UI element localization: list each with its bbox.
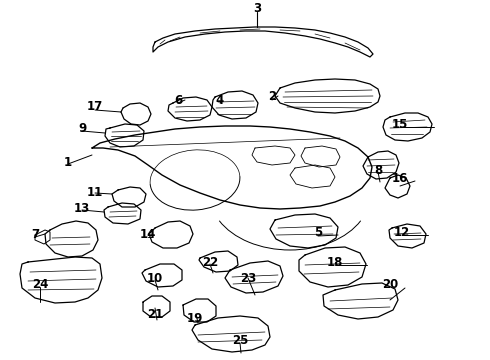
- Text: 23: 23: [240, 271, 256, 284]
- Text: 5: 5: [314, 226, 322, 239]
- Text: 1: 1: [64, 156, 72, 168]
- Text: 24: 24: [32, 279, 48, 292]
- Text: 7: 7: [31, 229, 39, 242]
- Text: 4: 4: [216, 94, 224, 107]
- Text: 25: 25: [232, 333, 248, 346]
- Text: 13: 13: [74, 202, 90, 215]
- Text: 17: 17: [87, 100, 103, 113]
- Text: 12: 12: [394, 226, 410, 239]
- Text: 22: 22: [202, 256, 218, 269]
- Text: 11: 11: [87, 185, 103, 198]
- Text: 10: 10: [147, 271, 163, 284]
- Text: 6: 6: [174, 94, 182, 107]
- Text: 3: 3: [253, 1, 261, 14]
- Text: 2: 2: [268, 90, 276, 104]
- Text: 16: 16: [392, 171, 408, 184]
- Text: 15: 15: [392, 118, 408, 131]
- Text: 9: 9: [78, 122, 86, 135]
- Text: 18: 18: [327, 256, 343, 269]
- Text: 14: 14: [140, 229, 156, 242]
- Text: 8: 8: [374, 163, 382, 176]
- Text: 21: 21: [147, 309, 163, 321]
- Text: 20: 20: [382, 279, 398, 292]
- Text: 19: 19: [187, 311, 203, 324]
